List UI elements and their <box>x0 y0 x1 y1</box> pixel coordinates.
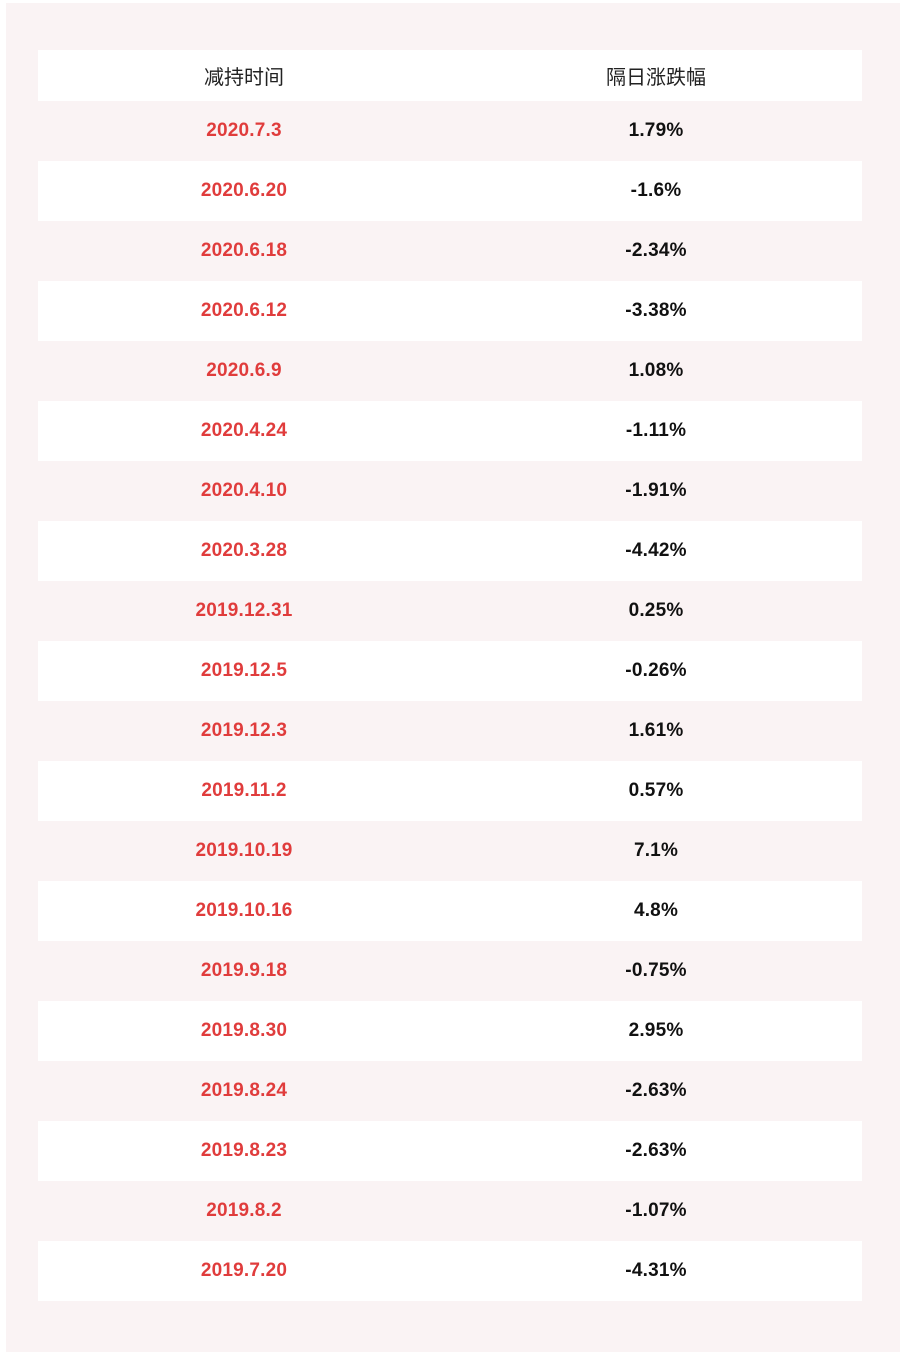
page-background: 减持时间 隔日涨跌幅 2020.7.3 1.79% 2020.6.20 -1.6… <box>6 3 900 1352</box>
reduction-date-cell: 2019.8.2 <box>206 1200 282 1221</box>
table-row: 2019.12.31 0.25% <box>38 581 862 641</box>
table-row: 2020.3.28 -4.42% <box>38 521 862 581</box>
next-day-change-cell: 0.25% <box>628 600 684 621</box>
reduction-date-cell: 2020.6.18 <box>200 240 288 261</box>
reduction-date-cell: 2019.10.16 <box>195 900 293 921</box>
next-day-change-cell: -0.75% <box>625 960 687 981</box>
reduction-date-cell: 2019.12.31 <box>195 600 293 621</box>
next-day-change-cell: 4.8% <box>633 900 679 921</box>
table-row: 2020.6.18 -2.34% <box>38 221 862 281</box>
reduction-date-cell: 2019.8.30 <box>200 1020 288 1041</box>
header-cell-next-day-change: 隔日涨跌幅 <box>606 67 706 89</box>
next-day-change-cell: -1.11% <box>625 420 687 441</box>
table-row: 2019.10.16 4.8% <box>38 881 862 941</box>
table-row: 2019.9.18 -0.75% <box>38 941 862 1001</box>
table-row: 2020.6.20 -1.6% <box>38 161 862 221</box>
table-row: 2019.8.2 -1.07% <box>38 1181 862 1241</box>
table-row: 2019.12.3 1.61% <box>38 701 862 761</box>
table-row: 2019.11.2 0.57% <box>38 761 862 821</box>
next-day-change-cell: 2.95% <box>628 1020 684 1041</box>
reduction-date-cell: 2020.4.10 <box>200 480 288 501</box>
next-day-change-cell: 7.1% <box>633 840 679 861</box>
reduction-date-cell: 2020.7.3 <box>206 120 282 141</box>
next-day-change-cell: -2.34% <box>625 240 687 261</box>
next-day-change-cell: -1.07% <box>625 1200 687 1221</box>
table-row: 2020.6.12 -3.38% <box>38 281 862 341</box>
reduction-date-cell: 2020.3.28 <box>200 540 288 561</box>
reduction-date-cell: 2019.12.5 <box>200 660 288 681</box>
next-day-change-cell: 1.08% <box>628 360 684 381</box>
table-row: 2019.10.19 7.1% <box>38 821 862 881</box>
table-row: 2019.8.24 -2.63% <box>38 1061 862 1121</box>
reduction-date-cell: 2019.12.3 <box>200 720 288 741</box>
reduction-date-cell: 2019.8.24 <box>200 1080 288 1101</box>
reduction-date-cell: 2019.11.2 <box>201 780 287 801</box>
reduction-date-cell: 2019.8.23 <box>200 1140 288 1161</box>
reduction-date-cell: 2020.4.24 <box>200 420 288 441</box>
header-cell-reduction-time: 减持时间 <box>204 67 284 89</box>
reduction-date-cell: 2019.7.20 <box>200 1260 288 1281</box>
next-day-change-cell: -0.26% <box>625 660 687 681</box>
next-day-change-cell: -4.42% <box>625 540 687 561</box>
next-day-change-cell: 1.79% <box>628 120 684 141</box>
table-row: 2019.8.30 2.95% <box>38 1001 862 1061</box>
table-row: 2020.7.3 1.79% <box>38 101 862 161</box>
table-row: 2020.4.10 -1.91% <box>38 461 862 521</box>
next-day-change-cell: 1.61% <box>628 720 684 741</box>
reduction-date-cell: 2019.9.18 <box>200 960 288 981</box>
table-body: 2020.7.3 1.79% 2020.6.20 -1.6% 2020.6.18… <box>38 101 862 1301</box>
next-day-change-cell: 0.57% <box>628 780 684 801</box>
table-row: 2019.12.5 -0.26% <box>38 641 862 701</box>
reduction-date-cell: 2020.6.12 <box>200 300 288 321</box>
next-day-change-cell: -4.31% <box>625 1260 687 1281</box>
reduction-history-table: 减持时间 隔日涨跌幅 2020.7.3 1.79% 2020.6.20 -1.6… <box>38 50 862 1301</box>
table-header-row: 减持时间 隔日涨跌幅 <box>38 50 862 101</box>
next-day-change-cell: -1.6% <box>630 180 682 201</box>
reduction-date-cell: 2019.10.19 <box>195 840 293 861</box>
table-row: 2019.7.20 -4.31% <box>38 1241 862 1301</box>
table-row: 2019.8.23 -2.63% <box>38 1121 862 1181</box>
next-day-change-cell: -3.38% <box>625 300 687 321</box>
reduction-date-cell: 2020.6.20 <box>200 180 288 201</box>
table-row: 2020.6.9 1.08% <box>38 341 862 401</box>
next-day-change-cell: -2.63% <box>625 1080 687 1101</box>
table-row: 2020.4.24 -1.11% <box>38 401 862 461</box>
next-day-change-cell: -2.63% <box>625 1140 687 1161</box>
next-day-change-cell: -1.91% <box>625 480 687 501</box>
reduction-date-cell: 2020.6.9 <box>206 360 282 381</box>
